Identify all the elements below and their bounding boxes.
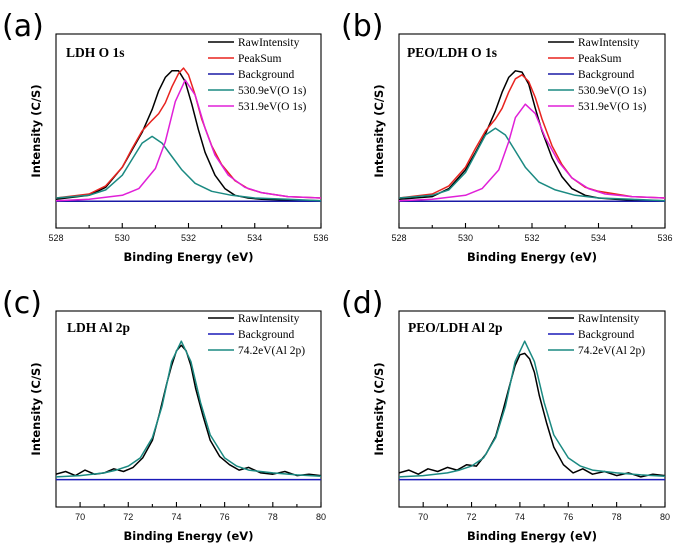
x-tick-label: 536 (657, 233, 672, 243)
series-line-530-9ev-o-1s (56, 135, 321, 202)
series-group (56, 340, 321, 481)
legend-label: Background (238, 69, 294, 81)
x-tick-label: 530 (458, 233, 473, 243)
y-axis-title: Intensity (C/S) (29, 84, 43, 177)
series-line-531-9ev-o-1s (399, 103, 665, 202)
x-tick-label: 76 (220, 512, 230, 522)
x-axis-title: Binding Energy (eV) (124, 250, 254, 264)
series-line-74-2ev-al-2p (399, 340, 665, 478)
panel-d: 70 72 74 76 78 80 Binding Energy (eV) Intensity… (341, 286, 670, 543)
x-tick-label: 70 (75, 512, 85, 522)
panel-letter: (d) (341, 286, 383, 321)
panel-title: LDH Al 2p (67, 320, 130, 335)
x-axis-title: Binding Energy (eV) (467, 529, 597, 543)
series-line-531-9ev-o-1s (56, 79, 321, 202)
legend-label: 530.9eV(O 1s) (578, 85, 647, 97)
legend-label: 74.2eV(Al 2p) (578, 345, 645, 357)
y-axis-title: Intensity (C/S) (372, 362, 386, 455)
legend-label: RawIntensity (238, 37, 300, 49)
legend: RawIntensity Background 74.2eV(Al 2p) (548, 313, 645, 357)
panel-c: 70 72 74 76 78 80 Binding Energy (eV) Intensity… (2, 286, 326, 543)
x-tick-label: 78 (268, 512, 278, 522)
x-tick-label: 530 (115, 233, 130, 243)
legend-label: 74.2eV(Al 2p) (238, 345, 305, 357)
x-axis-title: Binding Energy (eV) (467, 250, 597, 264)
series-line-530-9ev-o-1s (399, 127, 665, 202)
x-tick-label: 80 (316, 512, 326, 522)
x-tick-label: 74 (171, 512, 181, 522)
panel-title: PEO/LDH Al 2p (408, 320, 503, 335)
x-tick-label: 534 (247, 233, 262, 243)
series-line-74-2ev-al-2p (56, 340, 321, 478)
x-tick-label: 78 (612, 512, 622, 522)
x-tick-label: 528 (48, 233, 63, 243)
x-tick-label: 532 (181, 233, 196, 243)
x-tick-label: 536 (313, 233, 328, 243)
legend-label: PeakSum (238, 53, 282, 65)
legend-label: 531.9eV(O 1s) (238, 101, 307, 113)
panel-letter: (a) (2, 9, 44, 44)
y-axis-title: Intensity (C/S) (372, 84, 386, 177)
series-group (56, 67, 321, 203)
x-tick-label: 528 (391, 233, 406, 243)
legend: RawIntensity PeakSum Background 530.9eV(O 1… (208, 37, 307, 113)
series-group (399, 70, 665, 203)
x-tick-label: 70 (418, 512, 428, 522)
x-tick-label: 74 (515, 512, 525, 522)
legend-label: Background (578, 69, 634, 81)
x-tick-label: 76 (563, 512, 573, 522)
x-tick-label: 532 (524, 233, 539, 243)
legend-label: Background (238, 329, 294, 341)
legend-label: RawIntensity (238, 313, 300, 325)
legend-label: RawIntensity (578, 37, 640, 49)
plot-frame (398, 310, 666, 508)
x-axis-title: Binding Energy (eV) (124, 529, 254, 543)
x-tick-label: 72 (123, 512, 133, 522)
legend-label: PeakSum (578, 53, 622, 65)
series-group (399, 340, 665, 481)
x-tick-label: 534 (591, 233, 606, 243)
x-tick-label: 72 (467, 512, 477, 522)
plot-frame (55, 310, 322, 508)
y-axis-title: Intensity (C/S) (29, 362, 43, 455)
panel-letter: (b) (341, 9, 383, 44)
panel-a: 528 530 532 534 536 Binding Energy (eV) Intens… (2, 9, 329, 264)
legend: RawIntensity PeakSum Background 530.9eV(O 1… (548, 37, 647, 113)
legend-label: RawIntensity (578, 313, 640, 325)
legend: RawIntensity Background 74.2eV(Al 2p) (208, 313, 305, 357)
legend-label: Background (578, 329, 634, 341)
series-line-rawintensity (56, 344, 321, 477)
panel-letter: (c) (2, 286, 42, 321)
series-line-rawintensity (399, 352, 665, 478)
x-tick-label: 80 (660, 512, 670, 522)
legend-label: 530.9eV(O 1s) (238, 85, 307, 97)
panel-title: LDH O 1s (66, 45, 125, 60)
legend-label: 531.9eV(O 1s) (578, 101, 647, 113)
panel-title: PEO/LDH O 1s (407, 45, 497, 60)
panel-b: 528 530 532 534 536 Binding Energy (eV) Intens… (341, 9, 673, 264)
